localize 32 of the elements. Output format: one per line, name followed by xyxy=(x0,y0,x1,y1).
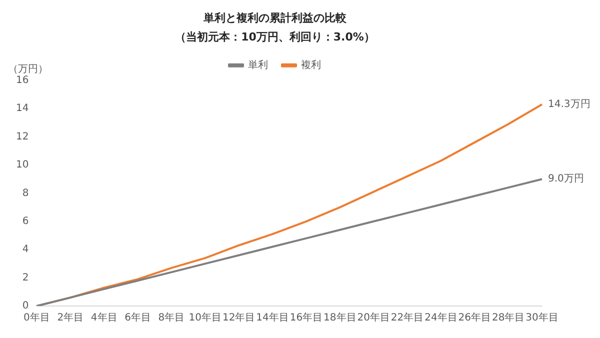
y-tick-label: 14 xyxy=(16,103,29,114)
x-tick-label: 30年目 xyxy=(526,312,558,324)
y-tick-label: 4 xyxy=(22,244,29,256)
x-tick-label: 4年目 xyxy=(90,312,118,324)
chart-title: 単利と複利の累計利益の比較 xyxy=(202,11,348,24)
x-tick-label: 24年目 xyxy=(424,312,458,324)
y-tick-label: 8 xyxy=(22,188,29,199)
data-label: 14.3万円 xyxy=(548,98,590,110)
data-label: 9.0万円 xyxy=(548,174,584,185)
x-tick-label: 6年目 xyxy=(124,312,151,324)
x-tick-label: 16年目 xyxy=(290,312,323,324)
x-tick-label: 22年目 xyxy=(390,312,424,324)
y-tick-label: 16 xyxy=(16,74,29,86)
legend-label: 単利 xyxy=(248,58,268,71)
legend-label: 複利 xyxy=(301,58,321,71)
x-tick-label: 8年目 xyxy=(158,312,185,324)
y-tick-label: 12 xyxy=(16,131,29,142)
x-tick-label: 26年目 xyxy=(458,312,491,324)
x-tick-label: 12年目 xyxy=(222,312,256,324)
x-tick-label: 18年目 xyxy=(324,312,356,324)
x-tick-label: 2年目 xyxy=(57,312,84,324)
y-tick-label: 2 xyxy=(22,272,29,284)
x-tick-label: 0年目 xyxy=(24,312,50,324)
y-tick-label: 10 xyxy=(16,160,29,171)
x-tick-label: 10年目 xyxy=(188,312,222,324)
x-tick-label: 14年目 xyxy=(256,312,289,324)
x-tick-label: 28年目 xyxy=(492,312,525,324)
chart-subtitle: （当初元本：10万円、利回り：3.0%） xyxy=(175,30,375,44)
y-axis-title: （万円） xyxy=(8,64,48,75)
x-tick-label: 20年目 xyxy=(357,312,390,324)
y-tick-label: 0 xyxy=(22,300,29,312)
y-tick-label: 6 xyxy=(22,216,29,227)
